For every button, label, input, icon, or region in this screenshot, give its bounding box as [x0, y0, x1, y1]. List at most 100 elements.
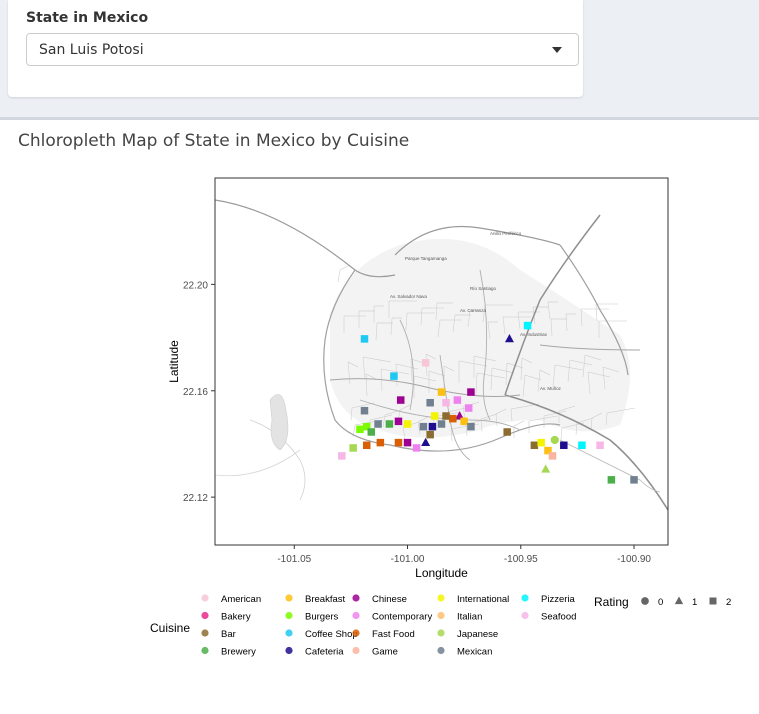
minor-street — [491, 367, 515, 374]
rating-legend-key — [709, 597, 717, 605]
cuisine-legend-key — [437, 646, 445, 655]
minor-street — [417, 421, 421, 435]
x-tick-label: -100.90 — [617, 554, 651, 565]
minor-street — [482, 304, 486, 323]
map-point — [403, 420, 412, 428]
map-street-label: Río Santiago — [470, 286, 497, 291]
minor-street — [487, 321, 491, 340]
street-basemap: Anillo Periférico Parque Tangamanga Río Sa… — [215, 199, 668, 511]
cuisine-legend-key — [352, 629, 360, 637]
cuisine-legend-label: Cafeteria — [305, 647, 344, 658]
map-point — [578, 441, 586, 450]
cuisine-legend-label: Contemporary — [372, 612, 432, 623]
minor-street — [522, 374, 526, 398]
minor-street — [591, 412, 603, 419]
minor-street — [428, 370, 446, 377]
minor-street — [405, 312, 408, 331]
avenue — [539, 344, 641, 351]
minor-street — [602, 366, 606, 390]
cuisine-legend-label: Italian — [457, 612, 482, 623]
avenue — [559, 439, 661, 493]
map-point — [428, 422, 437, 431]
minor-street — [473, 355, 497, 362]
minor-street — [587, 371, 591, 395]
cuisine-map-chart: Anillo Periférico Parque Tangamanga Río Sa… — [150, 177, 731, 658]
minor-street — [369, 414, 393, 421]
minor-street — [395, 363, 419, 370]
map-point — [460, 417, 468, 426]
map-point — [338, 452, 346, 460]
cuisine-legend-key — [201, 594, 209, 602]
map-point — [419, 422, 428, 431]
minor-street — [521, 357, 533, 364]
rating-legend-label: 1 — [692, 597, 697, 608]
minor-street — [528, 415, 558, 422]
cuisine-legend-label: Seafood — [541, 612, 576, 623]
minor-street — [575, 422, 578, 436]
map-street-label: Parque Tangamanga — [405, 256, 447, 261]
minor-street — [417, 416, 429, 423]
minor-street — [410, 358, 413, 382]
minor-street — [347, 361, 359, 368]
minor-street — [458, 360, 488, 367]
cuisine-legend-label: Bakery — [221, 612, 251, 623]
reservoir — [269, 394, 289, 451]
minor-street — [552, 364, 556, 388]
minor-street — [480, 418, 483, 432]
minor-street — [539, 369, 551, 376]
minor-street — [435, 302, 438, 321]
map-point — [394, 438, 403, 447]
minor-street — [560, 427, 563, 441]
cuisine-legend-label: American — [221, 594, 261, 605]
map-street-label: Anillo Periférico — [490, 231, 522, 236]
minor-street — [517, 311, 521, 330]
minor-street — [382, 414, 386, 428]
rating-legend-label: 0 — [658, 597, 663, 608]
map-point — [523, 321, 532, 330]
state-select-dropdown[interactable]: San Luis Potosi — [26, 33, 579, 66]
minor-street — [547, 301, 551, 320]
cuisine-legend-label: Brewery — [221, 647, 256, 658]
cuisine-legend-key — [352, 594, 360, 602]
minor-street — [606, 407, 636, 414]
minor-street — [413, 375, 437, 382]
minor-street — [425, 353, 437, 360]
minor-street — [495, 413, 498, 427]
chevron-down-icon[interactable] — [552, 47, 562, 53]
minor-street — [462, 406, 466, 420]
cuisine-legend-label: Coffee Shop — [305, 629, 358, 640]
map-point — [596, 441, 604, 450]
cuisine-legend-label: Breakfast — [305, 594, 345, 605]
map-street-label: Av. Industrias — [520, 332, 548, 337]
map-point — [367, 428, 376, 436]
map-point — [455, 411, 465, 420]
minor-street — [582, 354, 586, 378]
cuisine-legend-key — [437, 594, 445, 602]
minor-street — [443, 365, 455, 372]
cuisine-legend-key — [437, 611, 445, 620]
highway — [504, 214, 601, 396]
cuisine-legend-key — [285, 594, 293, 602]
x-tick-label: -101.05 — [277, 554, 311, 565]
map-street-label: Av. Salvador Nava — [390, 294, 427, 299]
y-tick-label: 22.12 — [183, 493, 208, 504]
map-point — [541, 464, 551, 473]
x-tick-label: -100.95 — [504, 554, 538, 565]
cuisine-legend-label: Fast Food — [372, 629, 415, 640]
map-point — [560, 441, 568, 450]
minor-street — [510, 408, 513, 422]
cuisine-legend-key — [201, 611, 209, 620]
minor-street — [569, 359, 593, 366]
minor-street — [520, 357, 523, 381]
map-point — [390, 372, 398, 380]
ring-road — [323, 269, 391, 446]
cuisine-legend-label: Burgers — [305, 612, 339, 623]
map-street-label: Av. Muñoz — [540, 386, 562, 391]
map-point — [504, 334, 514, 343]
minor-street — [390, 317, 393, 336]
minor-street — [602, 366, 620, 373]
outer-road — [215, 449, 301, 477]
map-point — [537, 438, 545, 447]
minor-street — [375, 322, 378, 341]
map-point — [426, 398, 434, 407]
